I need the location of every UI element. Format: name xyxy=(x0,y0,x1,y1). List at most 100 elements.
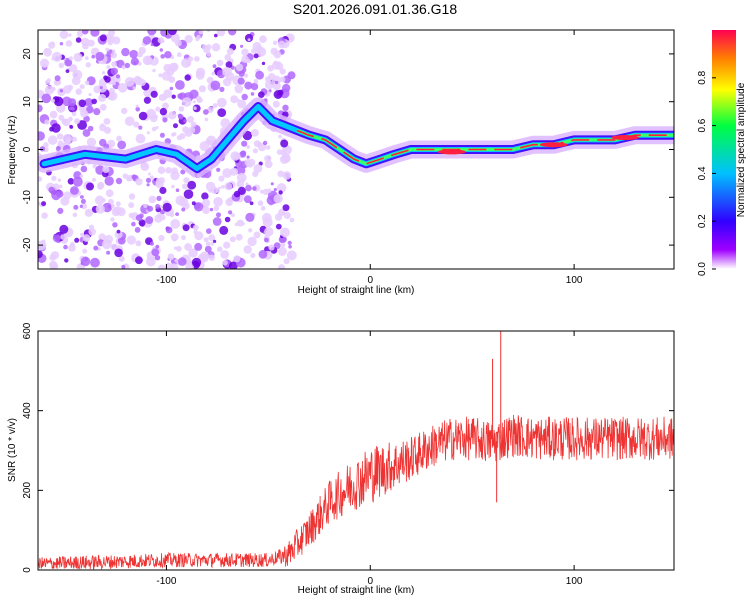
noise-speckle xyxy=(59,30,69,39)
noise-speckle xyxy=(170,219,181,229)
noise-speckle xyxy=(145,216,154,225)
noise-speckle xyxy=(273,90,283,99)
noise-speckle xyxy=(253,79,259,84)
noise-speckle xyxy=(87,125,94,132)
noise-speckle xyxy=(216,30,226,37)
noise-speckle xyxy=(222,168,233,178)
y-tick-label: 0 xyxy=(22,146,33,152)
y-tick-label: 0 xyxy=(22,567,33,573)
spectrogram-marks xyxy=(38,30,674,269)
noise-speckle xyxy=(158,234,165,242)
noise-speckle xyxy=(235,233,243,241)
noise-speckle xyxy=(72,176,83,187)
noise-speckle xyxy=(206,228,212,234)
noise-speckle xyxy=(268,244,275,251)
noise-speckle xyxy=(129,49,138,59)
noise-speckle xyxy=(250,92,255,96)
noise-speckle xyxy=(185,261,195,269)
noise-speckle xyxy=(282,171,292,180)
noise-speckle xyxy=(243,73,249,78)
noise-speckle xyxy=(178,106,185,112)
noise-speckle xyxy=(65,69,70,73)
noise-speckle xyxy=(133,121,140,128)
noise-speckle xyxy=(230,151,240,161)
noise-speckle xyxy=(115,201,121,207)
colorbar-tick-label: 0.8 xyxy=(697,70,708,84)
noise-speckle xyxy=(246,155,250,159)
noise-speckle xyxy=(137,52,143,58)
noise-speckle xyxy=(171,132,176,137)
noise-speckle xyxy=(247,158,256,167)
x-tick-label: -100 xyxy=(156,576,176,587)
colorbar-ticks: 0.0 0.2 0.4 0.6 0.8 xyxy=(697,70,716,276)
noise-speckle xyxy=(234,222,238,227)
noise-speckle xyxy=(257,141,262,147)
noise-speckle xyxy=(51,123,61,133)
noise-speckle xyxy=(223,241,231,249)
noise-speckle xyxy=(138,125,143,130)
noise-speckle xyxy=(169,86,174,91)
noise-speckle xyxy=(158,73,163,78)
noise-speckle xyxy=(49,126,54,132)
noise-speckle xyxy=(175,195,186,206)
noise-speckle xyxy=(159,48,163,52)
noise-speckle xyxy=(80,109,88,118)
noise-speckle xyxy=(51,175,57,181)
noise-speckle xyxy=(103,118,111,125)
noise-speckle xyxy=(91,54,95,59)
noise-speckle xyxy=(277,246,287,256)
noise-speckle xyxy=(198,30,204,35)
noise-speckle xyxy=(265,76,271,83)
noise-speckle xyxy=(99,103,107,111)
noise-speckle xyxy=(195,71,205,80)
noise-speckle xyxy=(128,212,134,218)
noise-speckle xyxy=(202,198,211,207)
noise-speckle xyxy=(47,135,58,145)
snr-panel: -100 0 100 0 200 400 600 Height of straight li… xyxy=(7,322,675,596)
noise-speckle xyxy=(72,69,83,80)
noise-speckle xyxy=(194,56,200,62)
noise-speckle xyxy=(289,217,295,223)
colorbar-tick-label: 0.0 xyxy=(697,262,708,276)
noise-speckle xyxy=(85,62,92,68)
noise-speckle xyxy=(174,258,179,263)
noise-speckle xyxy=(79,84,85,90)
noise-speckle xyxy=(198,85,206,93)
noise-speckle xyxy=(110,52,118,59)
noise-speckle xyxy=(51,51,62,62)
colorbar-tick-label: 0.2 xyxy=(697,214,708,228)
noise-speckle xyxy=(84,56,89,60)
noise-speckle xyxy=(273,194,283,204)
noise-speckle xyxy=(286,250,297,261)
noise-speckle xyxy=(167,30,177,36)
noise-speckle xyxy=(193,106,197,110)
noise-speckle xyxy=(68,56,73,61)
noise-speckle xyxy=(191,257,202,268)
noise-speckle xyxy=(128,202,135,209)
noise-speckle xyxy=(277,40,286,49)
noise-speckle xyxy=(247,38,251,42)
noise-speckle xyxy=(169,212,175,218)
noise-speckle xyxy=(264,227,274,237)
noise-speckle xyxy=(121,264,126,269)
noise-speckle xyxy=(44,85,55,95)
noise-speckle xyxy=(251,129,259,137)
noise-speckle xyxy=(94,195,105,205)
noise-speckle xyxy=(212,217,222,226)
noise-speckle xyxy=(248,228,253,233)
noise-speckle xyxy=(183,202,190,210)
noise-speckle xyxy=(146,108,157,119)
noise-speckle xyxy=(194,242,203,251)
noise-speckle xyxy=(157,166,166,174)
noise-speckle xyxy=(121,47,130,57)
noise-speckle xyxy=(153,114,158,119)
noise-speckle xyxy=(259,189,264,194)
noise-speckle xyxy=(188,248,198,258)
noise-speckle xyxy=(211,43,221,52)
noise-speckle xyxy=(159,107,168,116)
noise-speckle xyxy=(90,30,100,37)
noise-speckle xyxy=(43,142,49,148)
noise-speckle xyxy=(212,103,218,109)
noise-speckle xyxy=(235,63,244,72)
noise-speckle xyxy=(178,257,187,266)
